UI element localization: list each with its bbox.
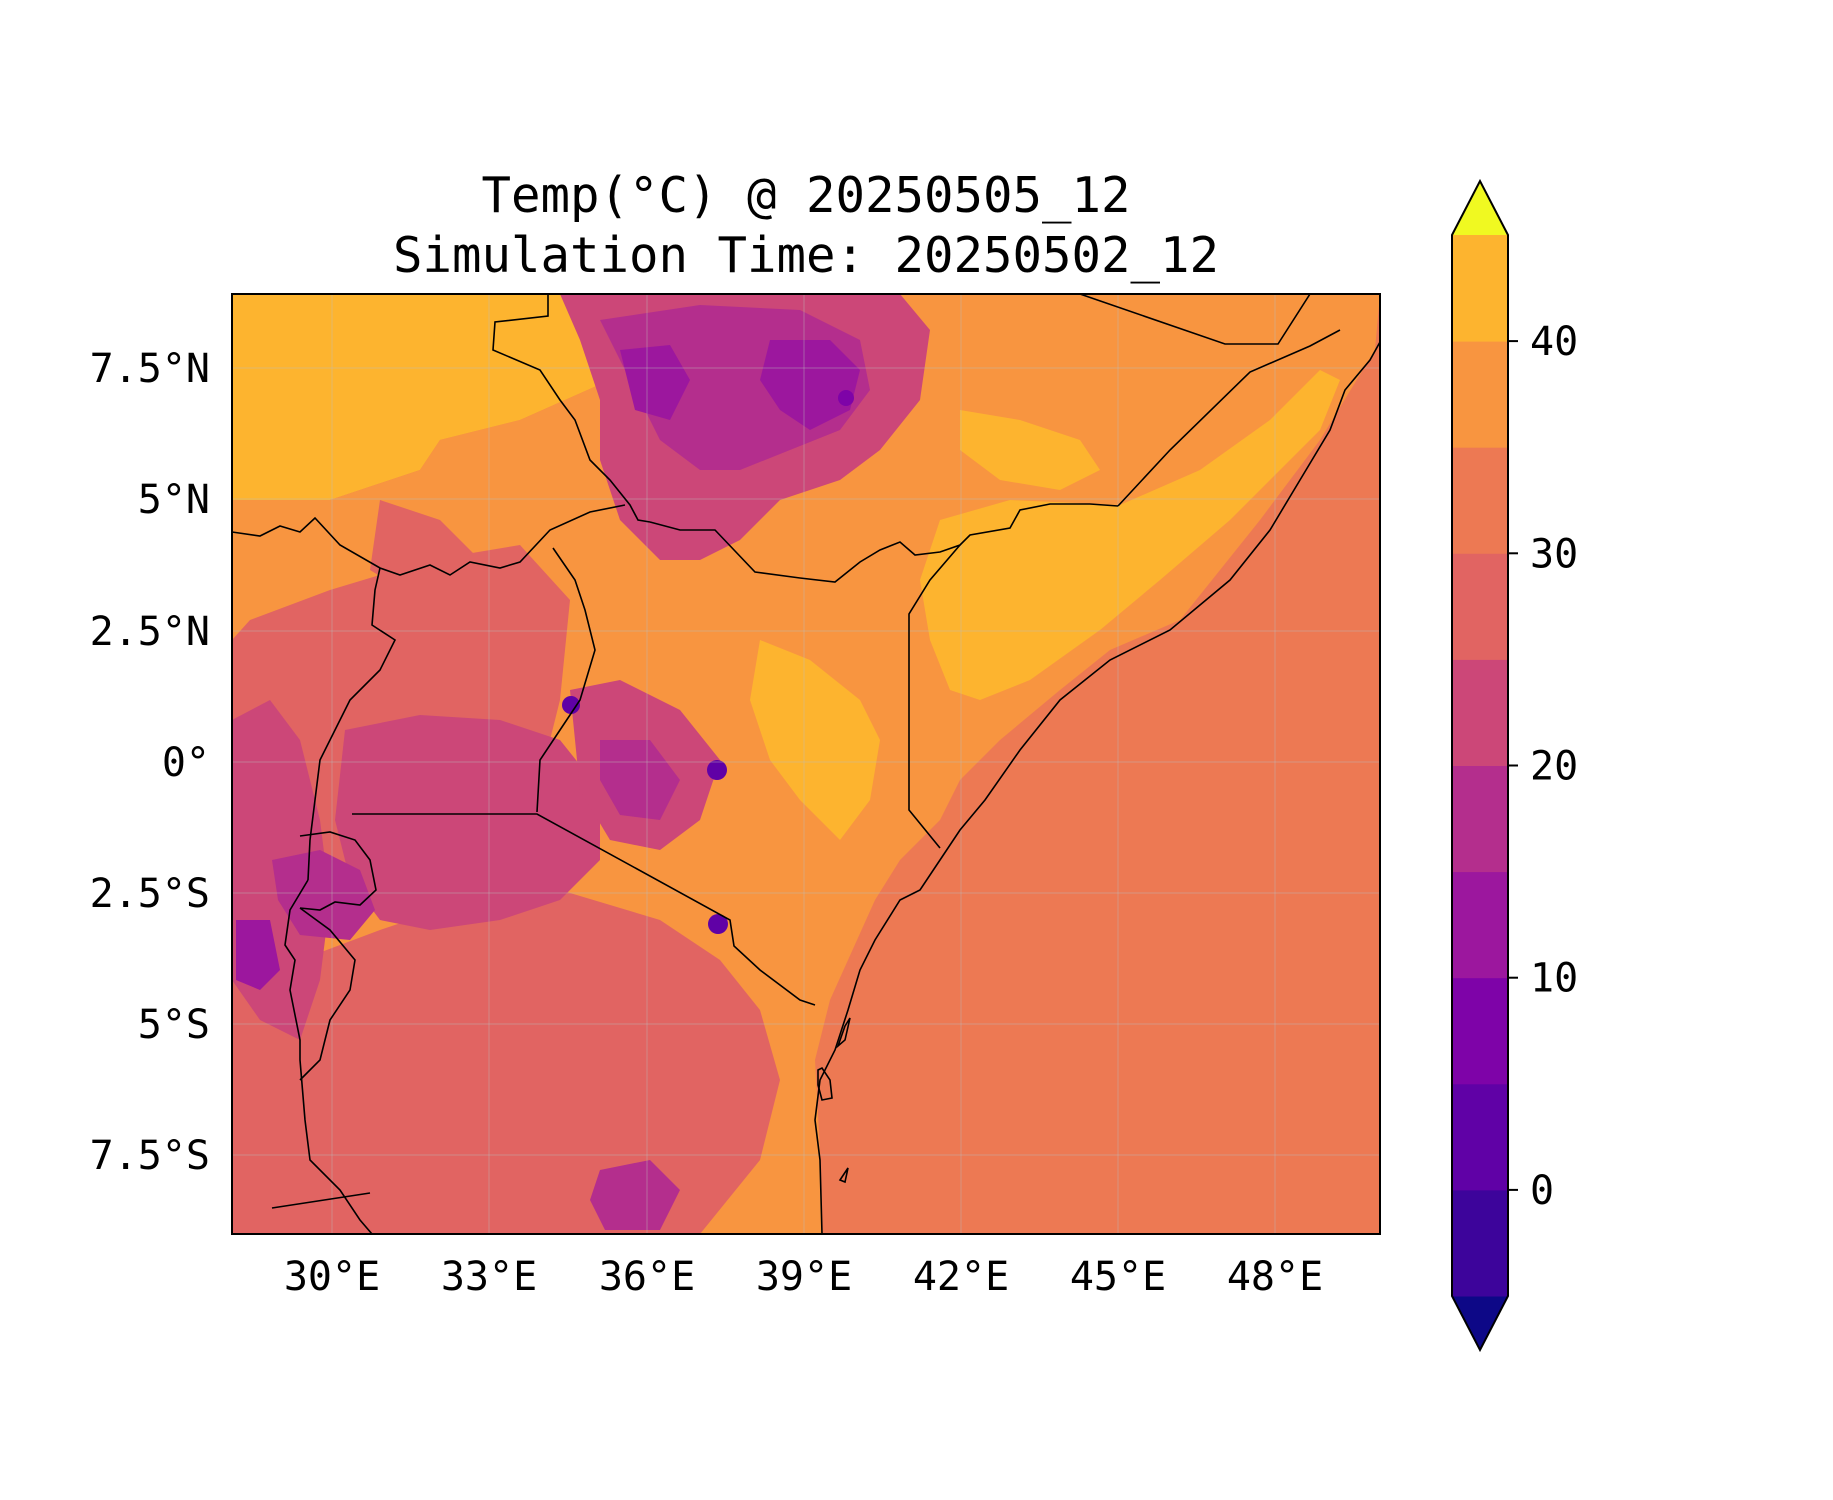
ethiopian-peak — [838, 390, 854, 406]
mt-elgon-peak — [562, 696, 580, 714]
colorbar-tick-label: 20 — [1530, 744, 1578, 790]
lake-tanganyika-outline — [299, 907, 356, 1081]
colorbar-extend-min — [1452, 1296, 1508, 1350]
y-tick-label: 7.5°S — [90, 1133, 210, 1179]
map-gridlines — [232, 294, 1380, 1234]
mt-kenya-peak — [707, 760, 727, 780]
x-tick-label: 30°E — [284, 1254, 380, 1300]
southern-highlands-region — [590, 1160, 680, 1230]
y-tick-label: 5°N — [138, 477, 210, 523]
x-tick-label: 39°E — [756, 1254, 852, 1300]
title-line-1: Temp(°C) @ 20250505_12 — [481, 167, 1131, 224]
lake-victoria-region — [335, 715, 600, 930]
y-tick-label: 7.5°N — [90, 346, 210, 392]
pemba-island — [817, 1066, 833, 1101]
uganda-kenya-border — [536, 547, 596, 813]
ethiopia-kenya-border — [649, 503, 1119, 583]
lake-victoria-border — [352, 813, 816, 1006]
colorbar-tick-label: 30 — [1530, 531, 1578, 577]
sudan-ethiopia-border — [492, 294, 651, 523]
colorbar-outline — [1451, 178, 1509, 1353]
kivu-highlands-region — [236, 920, 280, 990]
tanzania-central-region — [232, 890, 780, 1234]
colorbar-segment — [1452, 765, 1508, 873]
north-hot-region — [960, 410, 1100, 490]
somaliland-border — [1079, 294, 1311, 345]
colorbar-extend-max — [1452, 181, 1508, 235]
kenya-highlands-core — [600, 740, 680, 820]
x-tick-label: 33°E — [441, 1254, 537, 1300]
y-tick-label: 2.5°S — [90, 871, 210, 917]
map-frame — [231, 293, 1381, 1235]
colorbar-segment — [1452, 1189, 1508, 1297]
colorbar: 0 10 20 30 40 — [1451, 178, 1578, 1353]
kenya-hot-region — [750, 640, 880, 840]
colorbar-segment — [1452, 659, 1508, 766]
temperature-map[interactable] — [232, 294, 1380, 1234]
x-axis: 30°E 33°E 36°E 39°E 42°E 45°E 48°E — [284, 1254, 1323, 1300]
colorbar-tick-label: 0 — [1530, 1168, 1554, 1214]
x-tick-label: 45°E — [1070, 1254, 1166, 1300]
y-axis: 7.5°N 5°N 2.5°N 0° 2.5°S 5°S 7.5°S — [90, 346, 210, 1179]
colorbar-segment — [1452, 553, 1508, 660]
colorbar-segment — [1452, 341, 1508, 448]
colorbar-segment — [1452, 447, 1508, 554]
land-fill-north — [232, 294, 610, 505]
x-tick-label: 42°E — [913, 1254, 1009, 1300]
y-tick-label: 2.5°N — [90, 609, 210, 655]
kilimanjaro-peak — [708, 914, 728, 934]
kenya-somalia-border — [908, 544, 961, 849]
rwanda-burundi-border — [284, 879, 373, 1234]
map-title: Temp(°C) @ 20250505_12 Simulation Time: … — [232, 166, 1380, 286]
rwanda-outline — [299, 831, 377, 911]
mafia-island — [838, 1167, 849, 1184]
y-tick-label: 5°S — [138, 1002, 210, 1048]
y-tick-label: 0° — [162, 740, 210, 786]
title-line-2: Simulation Time: 20250502_12 — [392, 227, 1219, 284]
rwanda-highlands-region — [272, 850, 375, 940]
uganda-north-region — [370, 500, 480, 600]
colorbar-segment — [1452, 871, 1508, 979]
zanzibar-island — [836, 1017, 851, 1049]
south-sudan-border — [232, 504, 626, 576]
colorbar-segment — [1452, 235, 1508, 342]
ethiopia-somalia-border — [1117, 329, 1341, 507]
uganda-drc-border — [307, 567, 397, 881]
country-borders — [232, 294, 1380, 1234]
colorbar-segment — [1452, 1083, 1508, 1191]
colorbar-tick-label: 10 — [1530, 956, 1578, 1002]
somali-hot-region — [920, 370, 1340, 700]
coastline — [814, 341, 1380, 1234]
tanzania-zambia-border — [271, 1192, 371, 1209]
ethiopian-highlands-west — [620, 345, 690, 420]
colorbar-tick-label: 40 — [1530, 319, 1578, 365]
ethiopian-highlands-core — [760, 340, 860, 430]
colorbar-segment — [1452, 977, 1508, 1085]
x-tick-label: 48°E — [1227, 1254, 1323, 1300]
x-tick-label: 36°E — [599, 1254, 695, 1300]
